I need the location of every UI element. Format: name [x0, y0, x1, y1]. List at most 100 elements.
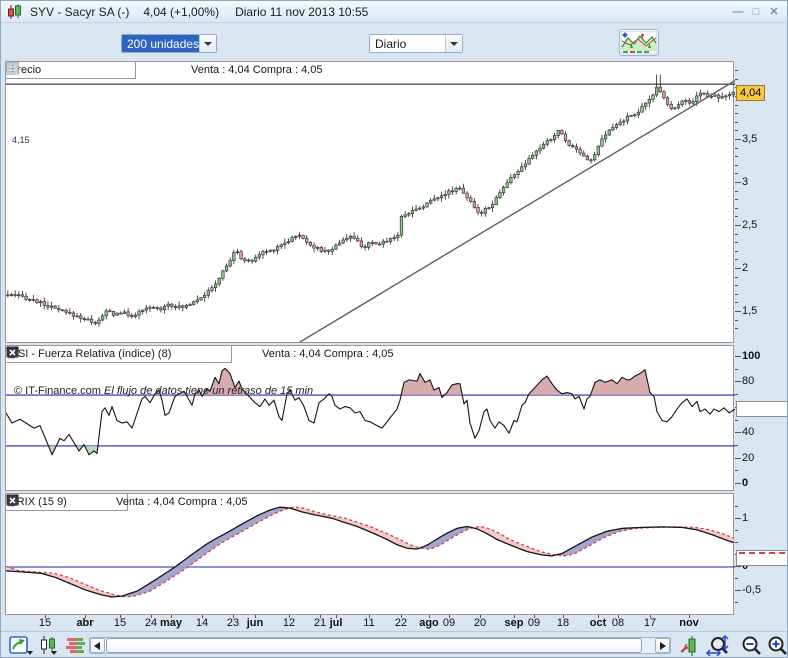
x-axis-tick [171, 615, 172, 618]
bottom-toolbar [1, 631, 787, 657]
detach-window-icon[interactable] [6, 494, 104, 509]
zoom-fit-button[interactable] [706, 635, 732, 657]
maximize-button[interactable]: □ [752, 6, 760, 18]
timeframe-datetime: Diario 11 nov 2013 10:55 [235, 4, 369, 19]
axis-tick [735, 276, 738, 278]
axis-tick [735, 268, 741, 269]
close-pane-icon[interactable] [6, 346, 225, 361]
zoom-xy-icon [706, 635, 729, 657]
axis-tick [735, 259, 738, 261]
axis-tick [735, 432, 738, 434]
title-bar: SYV - Sacyr SA (-) 4,04 (+1,00%) Diario … [1, 1, 787, 23]
x-axis-label: 12 [282, 617, 296, 629]
axis-tick [735, 182, 741, 183]
zoom-in-button[interactable] [766, 635, 787, 657]
x-axis-label: jun [246, 617, 264, 629]
axis-tick [735, 139, 741, 140]
chart-settings-button[interactable] [679, 635, 701, 657]
x-axis-label: may [159, 617, 183, 629]
axis-tick [735, 483, 738, 484]
x-axis-label: sep [504, 617, 524, 629]
price-pane[interactable]: 4,15 Precio Venta : 4,04 Compra : 4,05 ©… [5, 61, 735, 397]
chart-type-button[interactable] [39, 635, 61, 657]
axis-tick [735, 432, 741, 434]
x-axis-tick [480, 615, 481, 618]
x-axis-tick [563, 615, 564, 618]
rsi-axis-label: 0 [742, 477, 749, 489]
market-depth-button[interactable] [65, 635, 87, 657]
x-axis-tick [120, 615, 121, 618]
horizontal-scrollbar[interactable] [89, 637, 671, 654]
axis-tick [735, 419, 738, 421]
wrench-icon[interactable] [7, 495, 87, 509]
scroll-left-button[interactable] [90, 638, 105, 653]
axis-tick [735, 156, 738, 158]
units-dropdown-value[interactable]: 200 unidades [122, 35, 199, 52]
x-axis-label: jul [329, 617, 343, 629]
scroll-right-button[interactable] [655, 638, 670, 653]
axis-tick [735, 470, 738, 472]
wrench-icon[interactable] [7, 63, 61, 77]
move-pane-down-icon[interactable] [6, 62, 112, 77]
x-axis-label: 21 [313, 617, 327, 629]
x-axis-tick [650, 615, 651, 618]
trix-axis-label: 1 [742, 511, 749, 524]
units-dropdown[interactable]: 200 unidades [121, 34, 217, 53]
detach-window-icon[interactable] [6, 62, 78, 77]
close-pane-icon[interactable] [6, 62, 95, 77]
scrollbar-thumb[interactable] [106, 638, 642, 653]
axis-tick [735, 311, 738, 312]
axis-tick [735, 517, 741, 519]
x-axis-label: 09 [527, 617, 541, 629]
rsi-axis-label: 80 [742, 375, 755, 388]
axis-tick [735, 566, 738, 567]
x-axis-label: nov [679, 617, 699, 629]
current-price-marker: 4,04 [736, 85, 766, 101]
rsi-pane-title: RSI - Fuerza Relativa (índice) (8) [10, 348, 172, 360]
axis-tick [735, 541, 738, 543]
price-axis-label: 2 [742, 262, 749, 274]
rsi-quote-line: Venta : 4,04 Compra : 4,05 [262, 348, 394, 360]
axis-tick [735, 578, 738, 580]
chart-style-button[interactable] [619, 29, 659, 56]
detach-window-icon[interactable] [6, 346, 208, 361]
period-dropdown-caret[interactable] [445, 35, 462, 52]
x-axis-label: 18 [556, 617, 570, 629]
price-axis-label: 1,5 [742, 305, 758, 317]
trix-pane[interactable]: TRIX (15 9) Venta : 4,04 Compra : 4,05 [5, 493, 735, 615]
axis-tick [735, 285, 738, 287]
rsi-chart-plot[interactable] [6, 346, 735, 490]
period-dropdown[interactable]: Diario [369, 34, 463, 53]
axis-tick [735, 505, 738, 507]
zoom-out-icon [742, 636, 761, 655]
axis-tick [735, 356, 738, 357]
trix-chart-plot[interactable] [6, 494, 735, 614]
price-axis-label: 2,5 [742, 219, 758, 231]
price-chart-plot[interactable] [6, 62, 735, 342]
axis-tick [735, 590, 741, 592]
minimize-button[interactable]: — [732, 6, 744, 18]
wrench-icon[interactable] [7, 347, 191, 361]
axis-tick [735, 207, 738, 209]
move-pane-up-icon[interactable] [6, 62, 129, 77]
axis-tick [735, 444, 738, 446]
trix-current-value: 0,4858 [736, 550, 787, 566]
axis-tick [735, 139, 738, 140]
close-pane-icon[interactable] [6, 494, 121, 509]
share-export-button[interactable] [9, 635, 35, 657]
period-dropdown-value[interactable]: Diario [375, 37, 407, 51]
rsi-axis-label: 100 [742, 350, 761, 362]
axis-tick [735, 113, 738, 115]
rsi-pane[interactable]: RSI - Fuerza Relativa (índice) (8) Venta… [5, 345, 735, 491]
copyright-line: © IT-Finance.com El flujo de datos tiene… [14, 385, 313, 397]
axis-tick [735, 182, 738, 183]
units-dropdown-caret[interactable] [199, 35, 216, 52]
zoom-out-button[interactable] [740, 635, 763, 657]
price-pane-header: Precio [5, 61, 137, 79]
price-quote-line: Venta : 4,04 Compra : 4,05 [191, 64, 323, 76]
x-axis-tick [202, 615, 203, 618]
arrow-left-icon [94, 641, 100, 650]
trix-quote-line: Venta : 4,04 Compra : 4,05 [116, 496, 248, 508]
x-axis-label: 20 [473, 617, 487, 629]
close-button[interactable]: ✕ [769, 6, 779, 18]
